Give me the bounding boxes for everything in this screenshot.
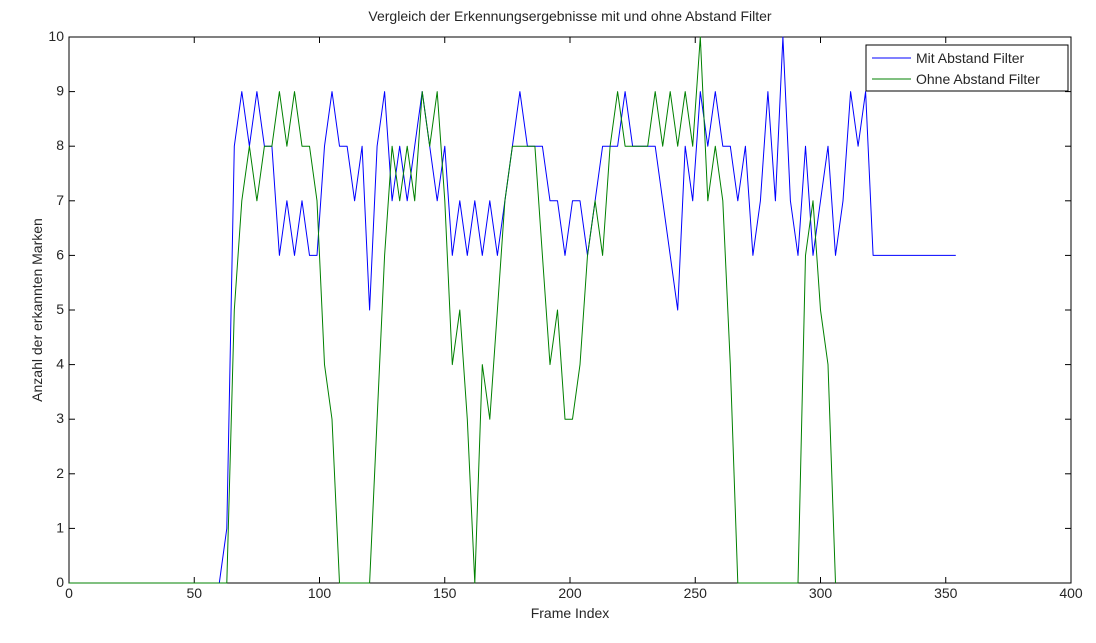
y-tick-label: 8 (56, 137, 64, 153)
x-tick-label: 0 (65, 585, 73, 601)
x-tick-label: 300 (809, 585, 833, 601)
chart-title: Vergleich der Erkennungsergebnisse mit u… (368, 8, 771, 24)
legend-label: Ohne Abstand Filter (916, 71, 1040, 87)
y-tick-label: 4 (56, 356, 64, 372)
y-tick-label: 1 (56, 519, 64, 535)
y-tick-label: 7 (56, 192, 64, 208)
y-tick-label: 0 (56, 574, 64, 590)
x-tick-label: 400 (1059, 585, 1083, 601)
x-tick-label: 350 (934, 585, 958, 601)
y-axis-label: Anzahl der erkannten Marken (29, 218, 45, 402)
y-tick-label: 2 (56, 465, 64, 481)
legend-label: Mit Abstand Filter (916, 50, 1024, 66)
x-axis-label: Frame Index (531, 605, 610, 621)
y-tick-label: 10 (48, 28, 64, 44)
x-tick-label: 250 (684, 585, 708, 601)
y-tick-label: 6 (56, 246, 64, 262)
y-tick-label: 9 (56, 83, 64, 99)
x-tick-label: 100 (308, 585, 332, 601)
x-tick-label: 50 (186, 585, 202, 601)
series-line (69, 36, 836, 584)
y-tick-label: 3 (56, 410, 64, 426)
x-tick-label: 200 (558, 585, 582, 601)
series-line (69, 36, 956, 584)
x-tick-label: 150 (433, 585, 457, 601)
y-tick-label: 5 (56, 301, 64, 317)
legend-box (865, 44, 1069, 92)
